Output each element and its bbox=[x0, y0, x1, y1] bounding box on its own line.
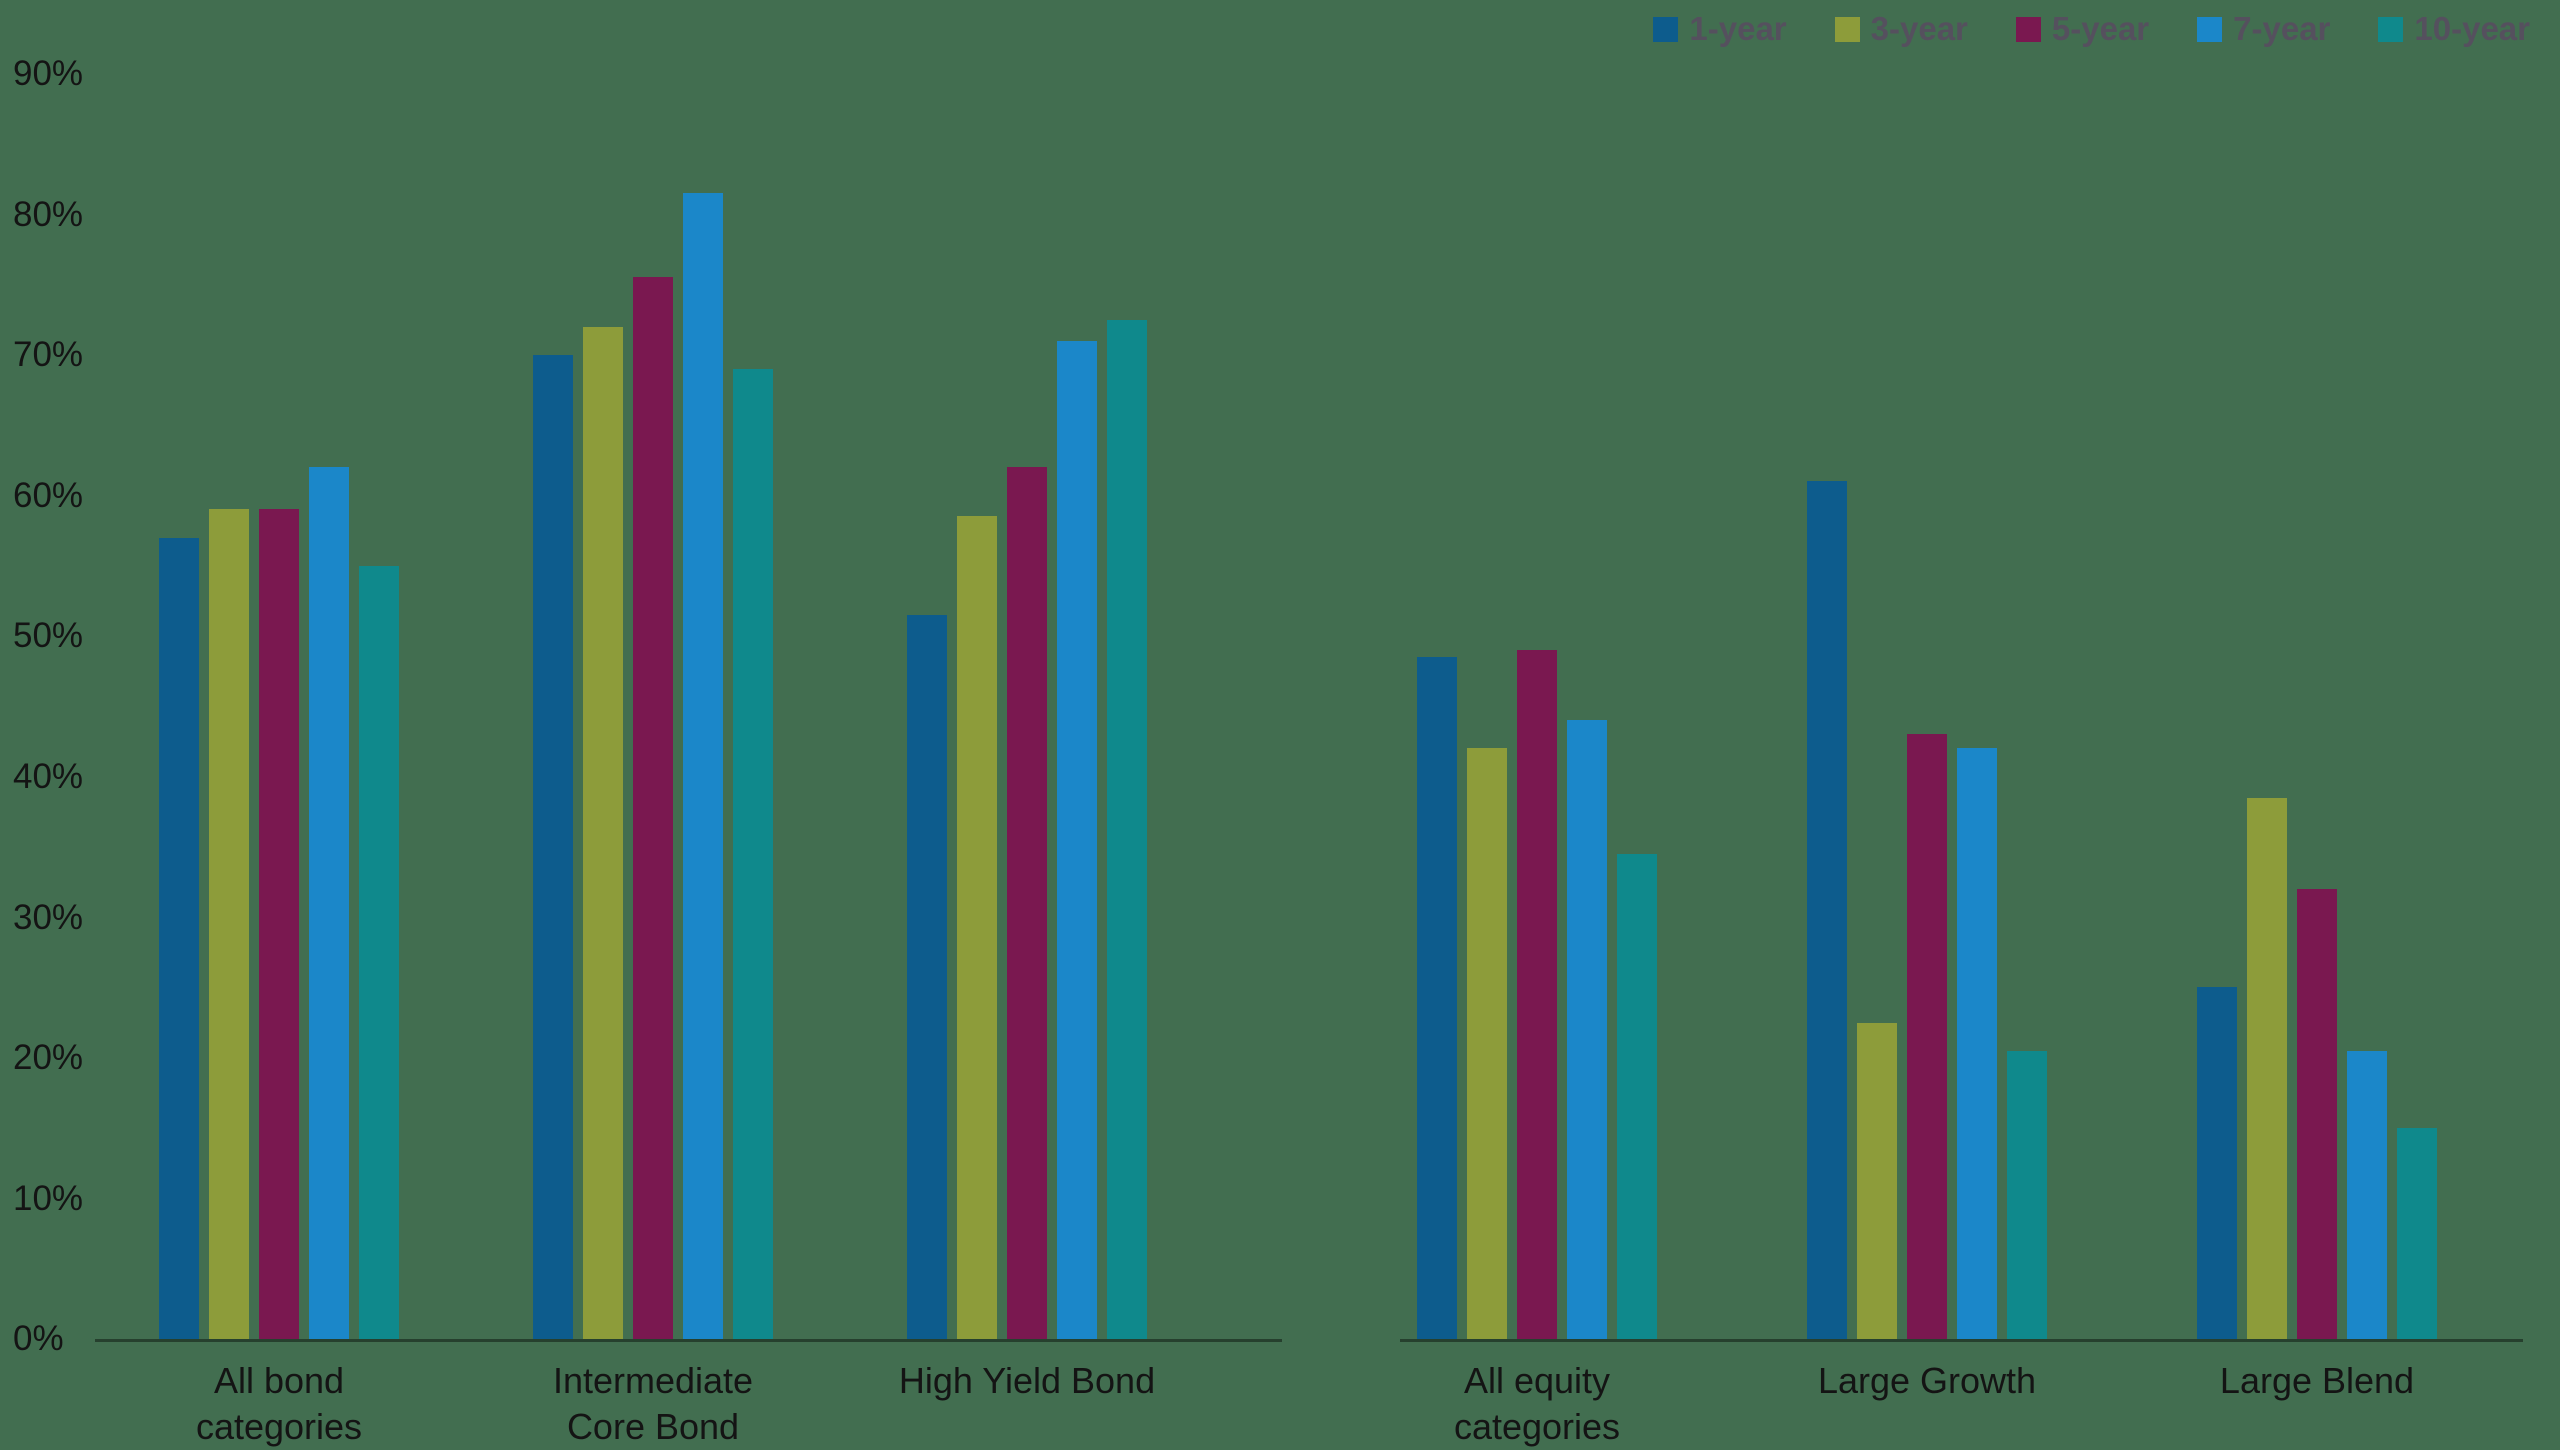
category-label: Large Blend bbox=[2067, 1358, 2560, 1404]
bar-3-year bbox=[1467, 748, 1507, 1339]
bar-1-year bbox=[2197, 987, 2237, 1339]
bar-7-year bbox=[2347, 1051, 2387, 1339]
bar-group bbox=[1807, 481, 2047, 1339]
legend-swatch-icon bbox=[2015, 16, 2041, 42]
bar-10-year bbox=[1617, 854, 1657, 1339]
panel-equity-categories: All equity categories Large Growth Large Bl… bbox=[1400, 0, 2523, 1450]
bar-1-year bbox=[1417, 657, 1457, 1339]
category-label-line: All bond bbox=[213, 1360, 345, 1401]
category-label-line: Large Growth bbox=[1817, 1360, 2037, 1401]
legend-item-3-year: 3-year bbox=[1834, 10, 1968, 48]
bar-10-year bbox=[2007, 1051, 2047, 1339]
bar-5-year bbox=[1517, 650, 1557, 1339]
category-label-line: categories bbox=[1453, 1406, 1621, 1447]
bar-7-year bbox=[1567, 720, 1607, 1339]
y-axis-tick-label: 80% bbox=[13, 195, 84, 234]
category-label-line: Core Bond bbox=[566, 1406, 740, 1447]
bar-group bbox=[533, 193, 773, 1339]
legend-swatch-icon bbox=[2197, 16, 2223, 42]
bar-3-year bbox=[2247, 798, 2287, 1339]
legend: 1-year 3-year 5-year 7-year 10-year bbox=[1653, 10, 2530, 48]
legend-swatch-icon bbox=[1834, 16, 1860, 42]
bar-1-year bbox=[907, 615, 947, 1339]
bar-7-year bbox=[309, 467, 349, 1339]
category-label-line: Large Blend bbox=[2219, 1360, 2415, 1401]
category-label-line: High Yield Bond bbox=[898, 1360, 1156, 1401]
category-label: High Yield Bond bbox=[777, 1358, 1277, 1404]
bar-10-year bbox=[1107, 320, 1147, 1339]
bar-7-year bbox=[683, 193, 723, 1339]
x-axis-line bbox=[95, 1339, 1282, 1342]
y-axis-tick-label: 70% bbox=[13, 335, 84, 374]
panel-bond-categories: All bond categories Intermediate Core Bond H… bbox=[95, 0, 1282, 1450]
y-axis-tick-label: 50% bbox=[13, 616, 84, 655]
category-label-line: Intermediate bbox=[552, 1360, 754, 1401]
y-axis: 90% 80% 70% 60% 50% 40% 30% 20% 10% 0% bbox=[13, 0, 103, 1450]
bar-5-year bbox=[633, 277, 673, 1339]
bar-1-year bbox=[533, 355, 573, 1339]
category-label-line: All equity bbox=[1463, 1360, 1611, 1401]
bar-group bbox=[1417, 650, 1657, 1339]
legend-item-5-year: 5-year bbox=[2015, 10, 2150, 48]
bar-1-year bbox=[159, 538, 199, 1339]
bar-10-year bbox=[359, 566, 399, 1339]
bar-3-year bbox=[583, 327, 623, 1339]
bar-5-year bbox=[1007, 467, 1047, 1339]
y-axis-tick-label: 90% bbox=[13, 54, 84, 93]
bar-10-year bbox=[2397, 1128, 2437, 1339]
y-axis-tick-label: 0% bbox=[13, 1319, 64, 1358]
y-axis-tick-label: 30% bbox=[13, 898, 84, 937]
bar-10-year bbox=[733, 369, 773, 1339]
bar-5-year bbox=[1907, 734, 1947, 1339]
bar-1-year bbox=[1807, 481, 1847, 1339]
bar-5-year bbox=[259, 509, 299, 1339]
legend-label: 1-year bbox=[1689, 10, 1787, 47]
bar-5-year bbox=[2297, 889, 2337, 1339]
y-axis-tick-label: 60% bbox=[13, 476, 84, 515]
bar-3-year bbox=[957, 516, 997, 1339]
category-label: Intermediate Core Bond bbox=[403, 1358, 903, 1450]
bar-group bbox=[159, 467, 399, 1339]
legend-label: 7-year bbox=[2233, 10, 2331, 47]
bar-3-year bbox=[209, 509, 249, 1339]
category-label: All equity categories bbox=[1287, 1358, 1787, 1450]
bar-7-year bbox=[1957, 748, 1997, 1339]
y-axis-tick-label: 10% bbox=[13, 1179, 84, 1218]
y-axis-tick-label: 40% bbox=[13, 757, 84, 796]
legend-label: 5-year bbox=[2051, 10, 2150, 47]
category-label: Large Growth bbox=[1677, 1358, 2177, 1404]
legend-swatch-icon bbox=[2378, 16, 2404, 42]
bar-group bbox=[2197, 798, 2437, 1339]
category-label-line: categories bbox=[195, 1406, 363, 1447]
x-axis-line bbox=[1400, 1339, 2523, 1342]
legend-label: 10-year bbox=[2414, 10, 2530, 47]
bar-group bbox=[907, 320, 1147, 1339]
category-label: All bond categories bbox=[29, 1358, 529, 1450]
y-axis-tick-label: 20% bbox=[13, 1038, 84, 1077]
bar-3-year bbox=[1857, 1023, 1897, 1339]
legend-item-1-year: 1-year bbox=[1653, 10, 1787, 48]
legend-item-10-year: 10-year bbox=[2378, 10, 2530, 48]
legend-label: 3-year bbox=[1870, 10, 1968, 47]
bar-7-year bbox=[1057, 341, 1097, 1339]
legend-swatch-icon bbox=[1653, 16, 1679, 42]
legend-item-7-year: 7-year bbox=[2197, 10, 2330, 48]
